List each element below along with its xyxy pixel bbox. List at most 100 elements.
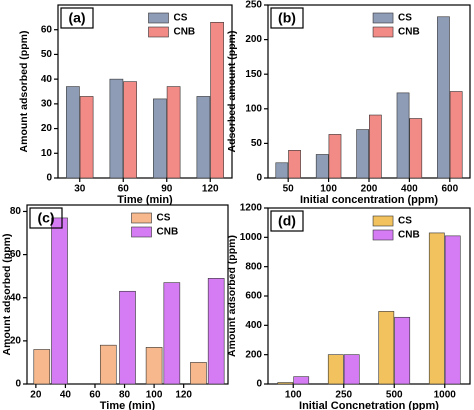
x-tick-label: 40 (60, 390, 72, 401)
y-tick-label: 50 (251, 138, 263, 149)
legend-label: CNB (157, 227, 179, 238)
x-tick-label: 120 (175, 390, 192, 401)
x-tick-label: 200 (361, 184, 378, 195)
bar (315, 154, 329, 179)
y-tick-label: 30 (41, 98, 53, 109)
bar (196, 96, 211, 179)
legend-swatch (372, 26, 394, 38)
bar (343, 354, 360, 385)
legend-label: CNB (398, 230, 420, 241)
bar (396, 92, 410, 179)
bar (66, 86, 80, 179)
x-axis-title: Time (min) (117, 194, 173, 206)
bar (123, 81, 137, 179)
y-tick-label: 60 (41, 24, 53, 35)
x-tick-label: 90 (161, 184, 173, 195)
bar (409, 118, 423, 179)
y-tick-label: 150 (245, 69, 262, 80)
legend-label: CNB (173, 27, 195, 38)
bar (79, 96, 94, 179)
x-tick-label: 60 (118, 184, 130, 195)
y-tick-label: 80 (10, 206, 22, 217)
panel-label-box (270, 7, 304, 29)
legend-label: CNB (398, 27, 420, 38)
bar (119, 290, 136, 385)
y-tick-label: 200 (245, 34, 262, 45)
bar (428, 232, 445, 385)
bar (444, 235, 461, 385)
bar (449, 91, 463, 179)
y-axis-title: Amount adsorbed (ppm) (1, 234, 13, 356)
legend-swatch (372, 12, 394, 24)
y-tick-label: 1000 (240, 232, 263, 243)
bar (145, 347, 163, 385)
panel-label-box (270, 210, 304, 232)
legend-label: CS (157, 213, 171, 224)
y-tick-label: 40 (10, 292, 22, 303)
y-tick-label: 40 (41, 74, 53, 85)
panel-label-box (29, 207, 63, 229)
x-tick-label: 1000 (434, 390, 457, 401)
bar (210, 21, 224, 179)
bar (166, 86, 181, 179)
panel-label: (c) (37, 210, 54, 226)
legend-swatch (131, 226, 152, 238)
bar (327, 354, 344, 385)
x-tick-label: 20 (30, 390, 42, 401)
x-tick-label: 80 (119, 390, 131, 401)
x-axis-title: Initial concentration (ppm) (300, 194, 438, 206)
legend-swatch (131, 212, 152, 224)
x-tick-label: 400 (401, 184, 418, 195)
y-axis-title: Amount adsorbed (ppm) (226, 235, 238, 357)
x-tick-label: 100 (285, 390, 302, 401)
y-tick-label: 20 (41, 123, 53, 134)
bar (33, 349, 51, 385)
x-tick-label: 120 (202, 184, 219, 195)
bar (293, 376, 310, 385)
y-tick-label: 0 (15, 379, 21, 390)
y-tick-label: 800 (245, 261, 262, 272)
bar (109, 78, 124, 179)
legend-swatch (372, 229, 394, 241)
legend-label: CS (173, 13, 187, 24)
x-axis-title: Initial Concnetration (ppm) (299, 400, 439, 410)
y-tick-label: 50 (41, 49, 53, 60)
x-tick-label: 60 (89, 390, 101, 401)
y-tick-label: 250 (245, 0, 262, 11)
y-axis-title: Amount adsorbed (ppm) (18, 31, 30, 153)
bar (190, 362, 207, 385)
panel-label: (a) (68, 10, 85, 26)
bar (153, 98, 167, 179)
y-tick-label: 0 (46, 173, 52, 184)
y-tick-label: 10 (41, 148, 53, 159)
legend-label: CS (398, 13, 412, 24)
bar (163, 282, 181, 385)
bar (378, 311, 395, 385)
x-tick-label: 50 (283, 184, 295, 195)
y-tick-label: 400 (245, 320, 262, 331)
x-tick-label: 500 (386, 390, 403, 401)
plot-frame (57, 4, 233, 179)
y-tick-label: 20 (10, 336, 22, 347)
y-tick-label: 0 (256, 173, 262, 184)
bar (394, 316, 411, 385)
x-tick-label: 30 (74, 184, 86, 195)
y-tick-label: 1200 (240, 203, 263, 214)
legend-label: CS (398, 216, 412, 227)
legend-swatch (148, 12, 169, 24)
bar (288, 150, 301, 179)
y-tick-label: 0 (256, 379, 262, 390)
x-axis-title: Time (min) (100, 400, 156, 410)
bar (356, 129, 369, 179)
legend-swatch (148, 26, 169, 38)
bar (328, 134, 342, 179)
panel-label: (d) (278, 213, 296, 229)
bar (51, 217, 68, 385)
bar (369, 114, 382, 179)
bar (99, 344, 117, 385)
bar (207, 278, 225, 385)
y-axis-title: Adsorbed amount (ppm) (226, 31, 238, 153)
y-tick-label: 100 (245, 103, 262, 114)
y-tick-label: 200 (245, 349, 262, 360)
